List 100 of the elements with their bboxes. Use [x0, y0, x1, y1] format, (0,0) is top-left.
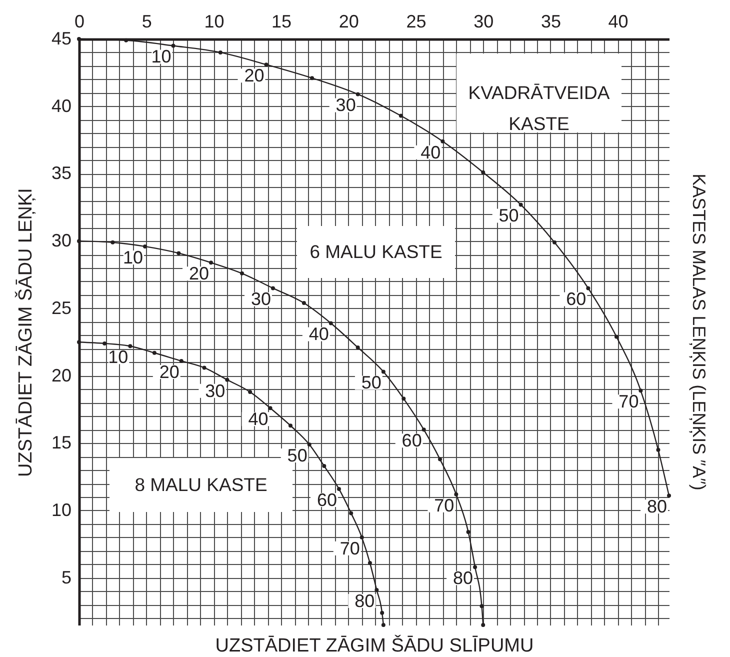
point [381, 370, 386, 374]
point [240, 271, 244, 276]
point [356, 345, 360, 350]
x-tick-label: 30 [474, 12, 494, 32]
annotation: 60 [316, 490, 337, 510]
y-tick-label: 15 [51, 432, 72, 453]
point [656, 448, 660, 452]
point [124, 38, 128, 42]
point [225, 378, 230, 382]
point [380, 610, 384, 615]
annotation: 30 [336, 95, 356, 116]
y-tick-label: 35 [51, 163, 72, 184]
annotation: 20 [159, 362, 180, 382]
annotation: 80 [354, 590, 375, 611]
x-tick-label: 25 [406, 12, 426, 32]
annotation: 70 [434, 495, 454, 516]
point [360, 535, 364, 540]
annotation: 30 [205, 380, 226, 401]
point [248, 390, 252, 394]
x-tick-label: 35 [540, 12, 561, 32]
annotation: 30 [250, 289, 271, 310]
y-tick-label: 40 [51, 96, 72, 116]
point [328, 321, 333, 326]
point [310, 76, 314, 80]
point [77, 239, 81, 244]
annotation: 10 [122, 247, 144, 268]
point [473, 565, 478, 570]
series-label: KVADRĀTVEIDA KASTE [468, 82, 610, 134]
point [398, 114, 403, 118]
point [288, 424, 292, 428]
point [171, 44, 176, 48]
point [209, 260, 214, 265]
annotation: 40 [420, 142, 441, 162]
point [638, 388, 643, 393]
point [481, 623, 486, 627]
point [374, 588, 379, 592]
point [143, 244, 148, 248]
y-tick-label: 30 [51, 230, 72, 251]
point [264, 62, 268, 67]
annotation: 50 [498, 206, 519, 226]
point [179, 358, 184, 363]
point [77, 37, 81, 41]
point [402, 396, 406, 401]
point [667, 494, 671, 498]
point [270, 286, 275, 290]
point [481, 170, 486, 174]
annotation: 70 [618, 392, 639, 412]
point [176, 251, 181, 256]
point [77, 340, 81, 344]
y-axis-title: UZSTĀDIET ZĀGIM ŠĀDU LEŅĶI [14, 188, 36, 477]
annotation: 80 [452, 568, 474, 588]
y-tick-label: 25 [51, 298, 72, 318]
text: 6 MALU KASTE [310, 241, 442, 262]
point [614, 334, 618, 339]
text: 8 MALU KASTE [134, 474, 268, 495]
point [302, 301, 306, 306]
point [466, 530, 470, 534]
x-tick-label: 5 [142, 12, 152, 32]
annotation: 40 [308, 324, 329, 344]
x-tick-label: 0 [74, 12, 85, 32]
point [454, 492, 458, 496]
point [349, 511, 354, 516]
point [218, 50, 222, 54]
point [438, 457, 442, 462]
x-tick-label: 15 [272, 12, 292, 32]
annotation: 10 [108, 347, 128, 368]
annotation: 60 [566, 289, 586, 310]
point [268, 406, 272, 410]
y-tick-label: 45 [51, 28, 72, 48]
annotation: 20 [244, 66, 264, 86]
y-tick-label: 20 [51, 365, 72, 386]
x-axis-title: UZSTĀDIET ZĀGIM ŠĀDU SLĪPUMU [215, 634, 534, 656]
annotation: 80 [646, 496, 667, 517]
point [152, 350, 156, 355]
point [128, 344, 132, 348]
point [202, 366, 206, 370]
point [586, 286, 590, 290]
annotation: 60 [402, 430, 422, 451]
x-tick-label: 40 [608, 12, 628, 32]
point [110, 240, 115, 244]
point [440, 139, 445, 144]
point [322, 464, 326, 468]
text: KASTES MALAS LEŅĶIS (LEŅĶIS ″A″) [689, 174, 709, 490]
point [552, 240, 556, 244]
point [307, 442, 312, 446]
point [518, 202, 523, 207]
x-tick-label: 20 [338, 12, 359, 32]
point [356, 92, 360, 96]
point [336, 486, 341, 491]
y-tick-label: 5 [61, 567, 72, 588]
annotation: 50 [361, 372, 382, 393]
annotation: 70 [340, 538, 360, 558]
point [368, 561, 372, 566]
y-tick-label: 10 [51, 500, 72, 520]
annotation: 50 [287, 445, 308, 466]
annotation: 20 [188, 264, 210, 284]
point [422, 428, 426, 432]
annotation: 10 [151, 46, 172, 67]
x-tick-label: 10 [204, 12, 224, 32]
point [381, 623, 386, 627]
